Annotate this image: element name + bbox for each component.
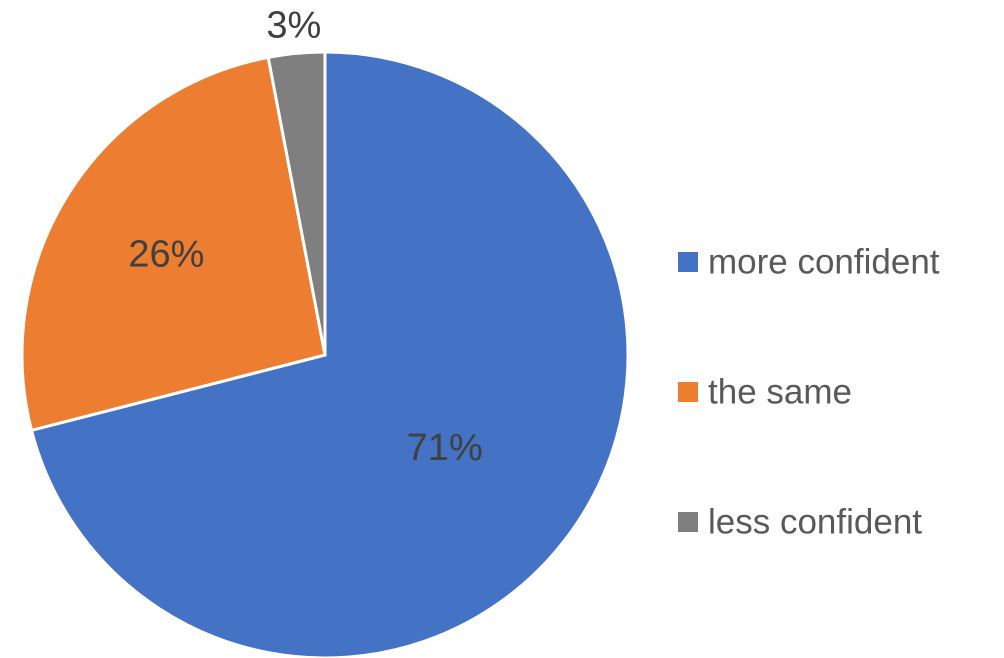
- pie-data-labels: 71% 26% 3%: [128, 4, 482, 468]
- legend-item-the-same: the same: [678, 373, 852, 412]
- pie-slice-the-same: [20, 55, 327, 433]
- legend-label: more confident: [708, 243, 940, 282]
- data-label-less-confident: 3%: [266, 4, 321, 46]
- legend-label: the same: [708, 373, 852, 412]
- data-label-more-confident: 71%: [407, 427, 483, 469]
- legend-item-less-confident: less confident: [678, 503, 922, 542]
- pie-slice-more-confident: [29, 50, 630, 658]
- legend-item-more-confident: more confident: [678, 243, 940, 282]
- pie-slice-less-confident: [266, 50, 327, 356]
- legend-swatch: [678, 512, 698, 532]
- legend: more confident the same less confident: [678, 243, 940, 542]
- pie-slices: [20, 50, 630, 658]
- legend-swatch: [678, 252, 698, 272]
- data-label-the-same: 26%: [128, 233, 204, 275]
- legend-swatch: [678, 382, 698, 402]
- legend-label: less confident: [708, 503, 922, 542]
